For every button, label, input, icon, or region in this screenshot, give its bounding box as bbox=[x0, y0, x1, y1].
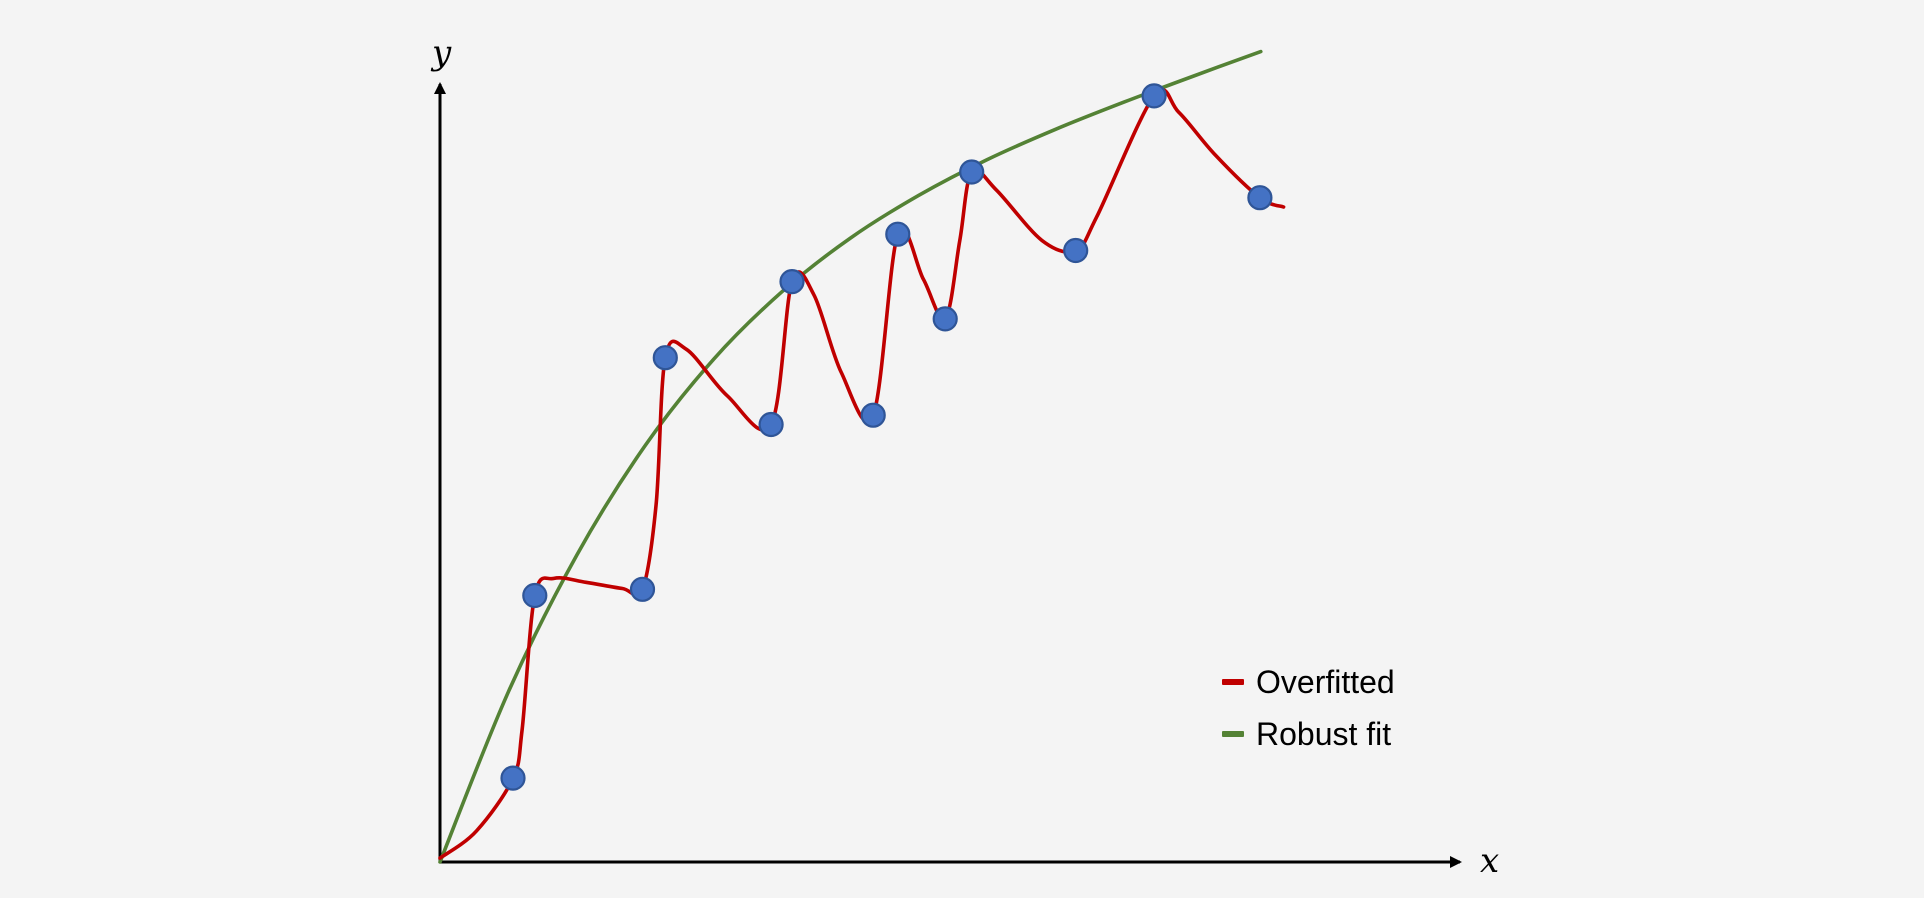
legend: Overfitted Robust fit bbox=[1222, 664, 1395, 752]
data-point bbox=[885, 221, 911, 247]
legend-swatch-overfitted bbox=[1222, 679, 1244, 685]
data-point bbox=[522, 582, 548, 609]
data-point bbox=[1063, 237, 1089, 264]
y-axis-label: y bbox=[430, 33, 452, 73]
legend-label-robust-fit: Robust fit bbox=[1256, 716, 1391, 752]
data-point bbox=[932, 306, 958, 332]
data-point bbox=[959, 159, 985, 185]
series-line-overfitted bbox=[438, 87, 1286, 860]
points-layer bbox=[500, 83, 1273, 791]
legend-label-overfitted: Overfitted bbox=[1256, 664, 1395, 700]
series-line-robust-fit bbox=[438, 49, 1263, 864]
legend-swatch-robust-fit bbox=[1222, 731, 1244, 737]
data-point bbox=[1141, 83, 1167, 109]
legend-item-robust-fit: Robust fit bbox=[1222, 716, 1391, 752]
legend-item-overfitted: Overfitted bbox=[1222, 664, 1395, 700]
x-axis-label: x bbox=[1480, 841, 1499, 881]
data-point bbox=[629, 576, 656, 602]
data-point bbox=[500, 765, 526, 791]
data-point bbox=[652, 345, 678, 371]
data-point bbox=[860, 402, 886, 428]
data-point bbox=[1247, 185, 1273, 211]
data-point bbox=[758, 411, 784, 438]
data-point bbox=[779, 269, 805, 295]
series-layer bbox=[438, 49, 1286, 864]
